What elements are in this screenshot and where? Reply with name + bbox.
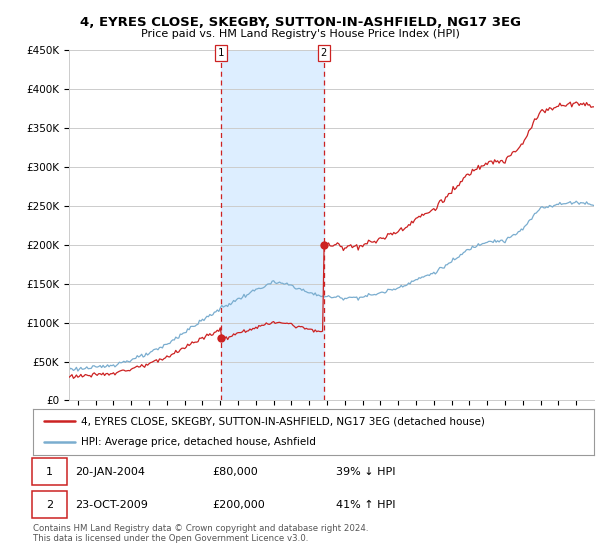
Text: Contains HM Land Registry data © Crown copyright and database right 2024.
This d: Contains HM Land Registry data © Crown c… <box>33 524 368 543</box>
Text: 1: 1 <box>218 48 224 58</box>
Text: HPI: Average price, detached house, Ashfield: HPI: Average price, detached house, Ashf… <box>80 437 316 447</box>
Text: 4, EYRES CLOSE, SKEGBY, SUTTON-IN-ASHFIELD, NG17 3EG (detached house): 4, EYRES CLOSE, SKEGBY, SUTTON-IN-ASHFIE… <box>80 416 485 426</box>
Text: 4, EYRES CLOSE, SKEGBY, SUTTON-IN-ASHFIELD, NG17 3EG: 4, EYRES CLOSE, SKEGBY, SUTTON-IN-ASHFIE… <box>79 16 521 29</box>
Text: 1: 1 <box>46 466 53 477</box>
Text: 39% ↓ HPI: 39% ↓ HPI <box>336 466 395 477</box>
Text: £200,000: £200,000 <box>212 500 265 510</box>
Text: 2: 2 <box>320 48 327 58</box>
FancyBboxPatch shape <box>32 458 67 485</box>
Text: 41% ↑ HPI: 41% ↑ HPI <box>336 500 395 510</box>
Text: £80,000: £80,000 <box>212 466 258 477</box>
FancyBboxPatch shape <box>32 491 67 519</box>
Text: 20-JAN-2004: 20-JAN-2004 <box>75 466 145 477</box>
Text: 2: 2 <box>46 500 53 510</box>
Text: 23-OCT-2009: 23-OCT-2009 <box>75 500 148 510</box>
Bar <box>221 50 323 400</box>
Text: Price paid vs. HM Land Registry's House Price Index (HPI): Price paid vs. HM Land Registry's House … <box>140 29 460 39</box>
